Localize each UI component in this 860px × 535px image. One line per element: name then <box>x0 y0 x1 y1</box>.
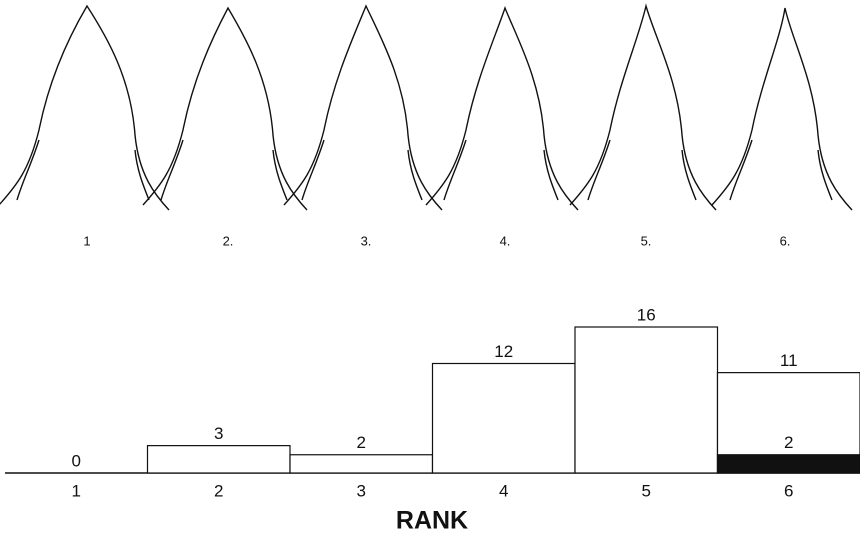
leaf-label: 3. <box>361 233 372 248</box>
x-tick-label: 4 <box>499 481 508 500</box>
leaf-vein <box>160 139 184 201</box>
leaf-vein <box>681 149 697 201</box>
bar <box>574 326 719 474</box>
leaf-label: 5. <box>641 233 652 248</box>
leaf <box>711 7 853 211</box>
leaf-label: 6. <box>780 233 791 248</box>
x-tick-label: 3 <box>357 481 366 500</box>
value-label: 3 <box>214 424 223 443</box>
leaf <box>425 6 579 211</box>
x-axis-label: RANK <box>396 507 468 535</box>
value-label: 0 <box>72 451 81 470</box>
leaf-outlines <box>0 3 853 211</box>
x-tick-label: 5 <box>642 481 651 500</box>
x-tick-label: 6 <box>784 481 793 500</box>
leaf-label: 1 <box>83 233 90 248</box>
value-label: 16 <box>637 305 656 324</box>
leaf <box>283 4 443 211</box>
bar <box>289 454 434 474</box>
leaf-vein <box>443 139 467 201</box>
bar <box>431 362 576 474</box>
x-tick-label: 1 <box>72 481 81 500</box>
value-label: 11 <box>780 351 798 370</box>
leaf-vein <box>407 149 423 201</box>
leaf-vein <box>729 139 753 201</box>
leaf-vein <box>817 149 833 201</box>
x-tick-label: 2 <box>214 481 223 500</box>
leaf <box>0 4 170 211</box>
leaf-vein <box>301 139 325 201</box>
bar <box>146 445 291 474</box>
value-label: 2 <box>784 433 793 452</box>
bar <box>716 454 860 474</box>
leaf <box>142 6 308 211</box>
leaf-vein <box>543 149 559 201</box>
leaf-vein <box>587 139 611 201</box>
leaf-vein <box>16 139 40 201</box>
value-label: 2 <box>357 433 366 452</box>
value-label: 12 <box>494 342 513 361</box>
leaf-label: 2. <box>223 233 234 248</box>
leaf-vein <box>134 149 150 201</box>
leaf-label: 4. <box>500 233 511 248</box>
leaf-vein <box>272 149 288 201</box>
leaf <box>569 3 717 211</box>
